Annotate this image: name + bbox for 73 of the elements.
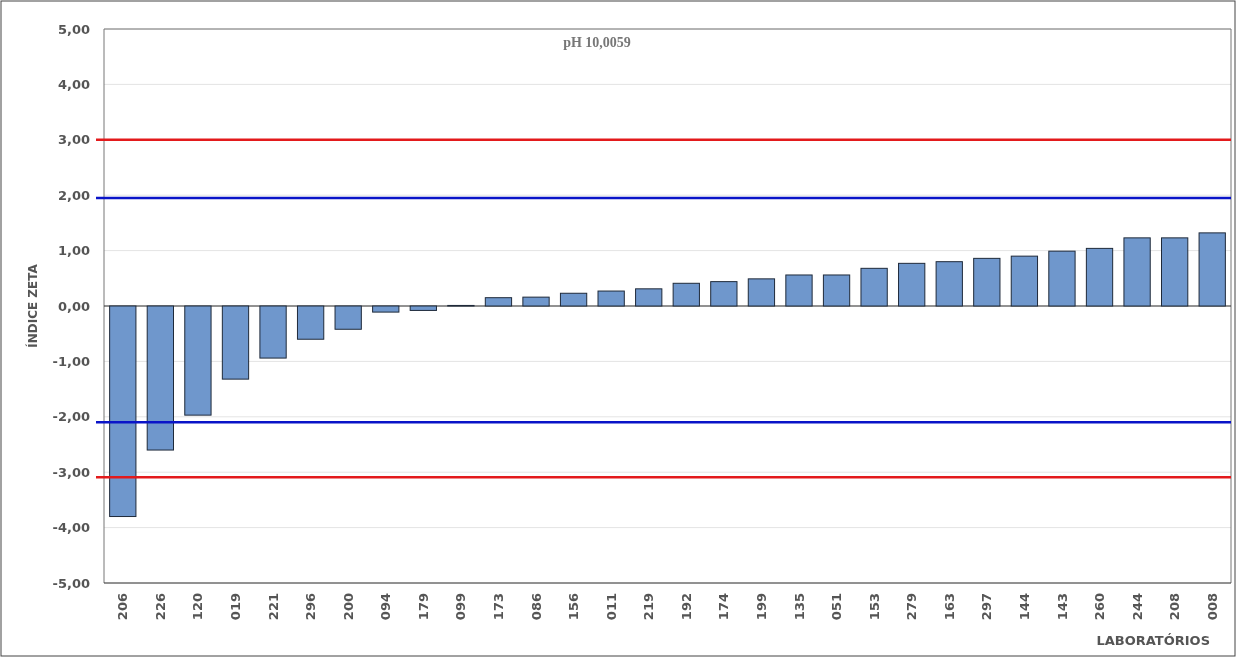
x-tick-label: 226: [152, 593, 168, 621]
x-tick-label: 086: [528, 593, 544, 621]
bar: [860, 267, 888, 307]
bar: [184, 305, 212, 416]
bar: [221, 305, 250, 380]
bar: [973, 257, 1001, 307]
x-tick-label: 173: [491, 593, 506, 621]
bar: [635, 288, 663, 307]
x-tick-label: 297: [979, 593, 995, 621]
y-tick-label: 0,00: [57, 298, 90, 314]
bar: [747, 278, 776, 307]
x-tick-label: 163: [941, 593, 957, 621]
x-tick-label: 260: [1092, 593, 1108, 621]
bar: [409, 305, 437, 311]
x-tick-label: 051: [829, 593, 845, 621]
chart-title: pH 10,0059: [563, 35, 631, 50]
y-tick-label: -4,00: [52, 520, 90, 536]
x-tick-label: 296: [303, 593, 319, 621]
x-tick-label: 144: [1016, 593, 1032, 621]
bar: [597, 290, 625, 307]
bar: [1048, 250, 1076, 307]
x-tick-label: 094: [378, 593, 394, 621]
bar: [296, 305, 325, 340]
bar: [484, 297, 513, 307]
x-tick-label: 206: [115, 593, 131, 621]
bar: [822, 274, 851, 307]
x-tick-label: 011: [603, 593, 619, 621]
x-tick-label: 244: [1129, 593, 1145, 621]
x-tick-label: 019: [228, 593, 244, 621]
x-tick-label: 174: [716, 593, 732, 621]
y-tick-label: -2,00: [52, 409, 90, 425]
x-tick-label: 279: [904, 593, 920, 621]
bar: [672, 282, 700, 307]
bar: [259, 305, 287, 359]
x-tick-label: 192: [678, 593, 694, 621]
x-tick-label: 008: [1204, 593, 1220, 621]
bar: [898, 262, 926, 307]
y-tick-label: 1,00: [57, 243, 90, 259]
y-tick-label: 5,00: [57, 21, 90, 37]
bar: [935, 261, 963, 307]
bar: [372, 305, 400, 313]
y-tick-label: -1,00: [52, 353, 90, 369]
x-tick-label: 208: [1167, 593, 1183, 621]
x-tick-label: 200: [340, 593, 356, 621]
bar: [1161, 237, 1189, 307]
y-tick-label: 2,00: [57, 187, 90, 203]
bar: [1198, 232, 1226, 307]
bar: [146, 305, 174, 451]
x-tick-label: 221: [265, 593, 281, 621]
y-tick-label: -5,00: [52, 575, 90, 591]
y-tick-label: -3,00: [52, 464, 90, 480]
x-tick-label: 143: [1054, 593, 1070, 621]
y-tick-label: 3,00: [57, 132, 90, 148]
x-tick-label: 099: [453, 593, 469, 621]
x-tick-label: 120: [190, 593, 206, 621]
bar: [785, 274, 813, 307]
x-axis-title: LABORATÓRIOS: [1096, 633, 1210, 648]
bar: [1085, 247, 1114, 307]
bar: [1010, 255, 1039, 307]
bar: [1123, 237, 1151, 307]
x-tick-label: 135: [791, 593, 807, 621]
x-tick-label: 219: [641, 593, 657, 621]
x-tick-label: 199: [753, 593, 769, 621]
x-tick-label: 153: [866, 593, 882, 621]
y-tick-label: 4,00: [57, 76, 90, 92]
bar: [710, 281, 738, 307]
bar: [559, 292, 588, 307]
x-tick-label: 179: [415, 593, 431, 621]
bar: [334, 305, 362, 330]
x-tick-label: 156: [566, 593, 582, 621]
bar: [109, 305, 137, 518]
bar: [522, 296, 550, 307]
y-axis-title: ÍNDICE ZETA: [25, 263, 41, 348]
